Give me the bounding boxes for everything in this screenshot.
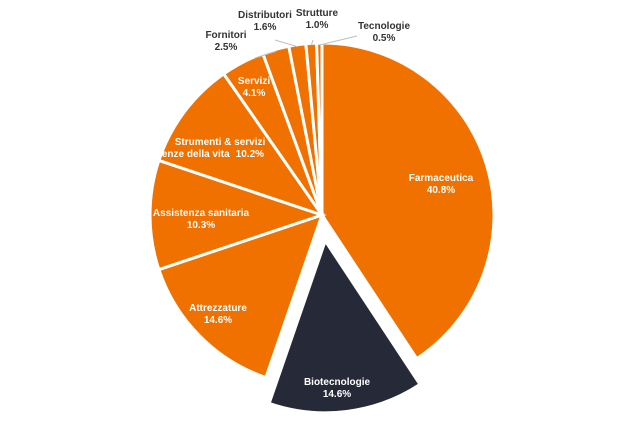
leader-line-fornitori	[254, 50, 277, 59]
pie-slice-biotecnologie	[267, 237, 423, 415]
slice-labels: Farmaceutica 40.8% Biotecnologie 14.6% Att…	[148, 8, 474, 400]
pie-slice-tecnologie	[315, 41, 324, 216]
label-strumenti-servizi: Strumenti & servizi scienze della vita 10.…	[148, 137, 266, 160]
leader-line-distributori	[274, 39, 298, 48]
pie-slice-farmaceutica	[320, 41, 496, 361]
label-biotecnologie: Biotecnologie 14.6%	[304, 377, 371, 400]
label-tecnologie: Tecnologie 0.5%	[358, 21, 410, 44]
pie-slice-attrezzature	[156, 212, 325, 380]
pie-slice-assistenza-sanitaria	[148, 158, 327, 272]
label-assistenza-sanitaria: Assistenza sanitaria 10.3%	[153, 208, 250, 231]
label-attrezzature: Attrezzature 14.6%	[189, 303, 247, 326]
label-strutture: Strutture 1.0%	[296, 8, 339, 31]
leader-line-tecnologie	[319, 35, 358, 46]
pie-slices	[148, 41, 496, 415]
label-distributori: Distributori 1.6%	[238, 10, 292, 33]
label-fornitori: Fornitori 2.5%	[205, 30, 246, 53]
label-servizi: Servizi 4.1%	[238, 76, 270, 99]
leader-line-strutture	[310, 39, 314, 46]
leader-lines	[254, 35, 358, 59]
label-farmaceutica: Farmaceutica 40.8%	[409, 173, 474, 196]
pie-slice-strumenti-servizi-scienze-della-vita	[156, 71, 326, 218]
